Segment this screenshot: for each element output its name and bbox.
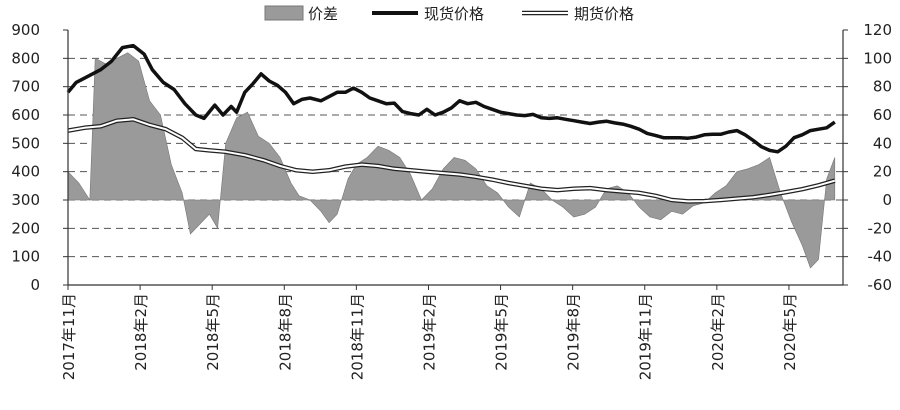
y-left-tick-label-1: 100 <box>11 248 40 266</box>
spot-line <box>66 43 836 154</box>
y-right-tick-label-7: 80 <box>873 78 892 96</box>
x-tick-label-2: 2018年5月 <box>204 293 222 371</box>
y-right-tick-label-6: 60 <box>873 106 892 124</box>
lines <box>66 43 836 204</box>
y-left-tick-label-4: 400 <box>11 163 40 181</box>
y-left-axis-labels: 0 100 200 300 400 500 600 700 800 900 <box>11 21 40 294</box>
x-tick-label-5: 2019年2月 <box>420 293 438 371</box>
spread-series-area <box>67 52 836 269</box>
y-right-tick-label-3: 0 <box>882 191 892 209</box>
y-right-tick-label-2: -20 <box>868 219 893 237</box>
x-tick-label-1: 2018年2月 <box>132 293 150 371</box>
y-right-axis-labels: -60 -40 -20 0 20 40 60 80 100 120 <box>863 21 892 294</box>
legend-label-futures: 期货价格 <box>574 5 634 23</box>
y-right-tick-label-8: 100 <box>863 49 892 67</box>
x-tick-label-3: 2018年8月 <box>276 293 294 371</box>
y-right-tick-label-4: 20 <box>873 163 892 181</box>
futures-line <box>67 118 836 203</box>
y-left-tick-label-2: 200 <box>11 219 40 237</box>
y-left-tick-label-8: 800 <box>11 49 40 67</box>
axes <box>63 29 848 290</box>
y-right-tick-label-0: -60 <box>868 276 893 294</box>
x-tick-label-8: 2019年11月 <box>637 293 655 380</box>
grid <box>68 57 843 258</box>
y-right-tick-label-5: 40 <box>873 134 892 152</box>
x-tick-label-10: 2020年5月 <box>781 293 799 371</box>
x-tick-label-0: 2017年11月 <box>60 293 78 380</box>
y-left-tick-label-0: 0 <box>30 276 40 294</box>
y-right-tick-label-1: -40 <box>868 248 893 266</box>
y-left-tick-label-5: 500 <box>11 134 40 152</box>
y-left-tick-label-7: 700 <box>11 78 40 96</box>
x-tick-label-6: 2019年5月 <box>493 293 511 371</box>
legend-label-spot: 现货价格 <box>424 5 484 23</box>
y-right-tick-label-9: 120 <box>863 21 892 39</box>
x-tick-label-7: 2019年8月 <box>565 293 583 371</box>
legend-label-spread: 价差 <box>308 5 338 23</box>
y-left-tick-label-3: 300 <box>11 191 40 209</box>
legend: 价差 现货价格 期货价格 <box>264 5 634 23</box>
x-tick-label-9: 2020年2月 <box>709 293 727 371</box>
x-tick-label-4: 2018年11月 <box>348 293 366 380</box>
y-left-tick-label-6: 600 <box>11 106 40 124</box>
x-axis-labels: 2017年11月 2018年2月 2018年5月 2018年8月 2018年11月 201… <box>60 293 799 380</box>
y-left-tick-label-9: 900 <box>11 21 40 39</box>
spread-area <box>67 52 836 269</box>
legend-swatch-spread <box>264 5 304 21</box>
